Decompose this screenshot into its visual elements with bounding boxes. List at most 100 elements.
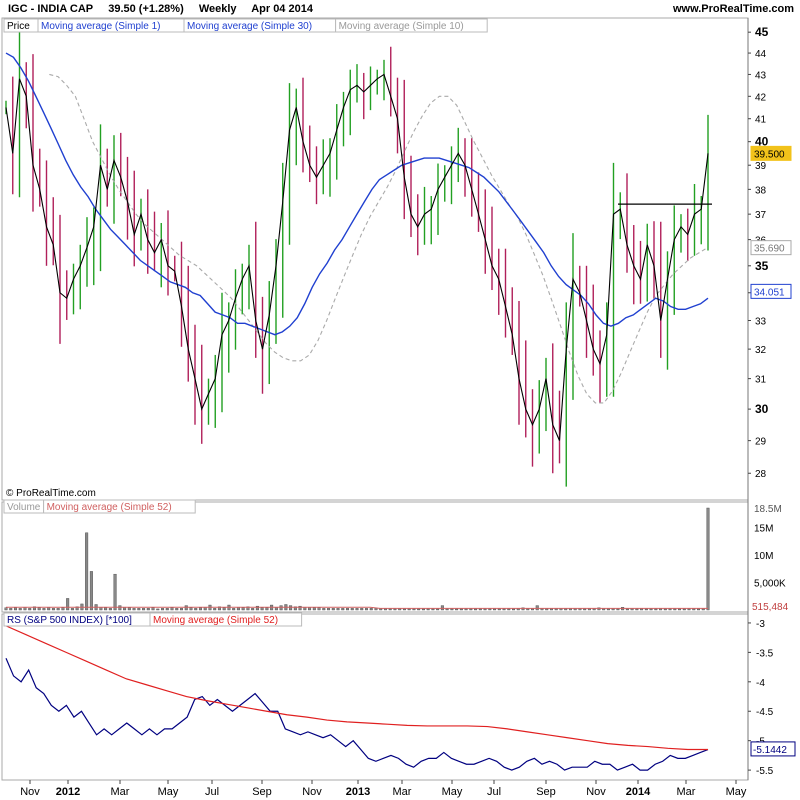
x-tick-label: Jul: [487, 786, 501, 798]
price-legend-item: Moving average (Simple 1): [41, 21, 161, 32]
ma10-badge: 35.690: [754, 244, 785, 255]
volume-bar: [678, 608, 682, 611]
rs-tick-label: -4.5: [756, 707, 774, 718]
volume-bar: [350, 608, 354, 611]
volume-bar: [459, 608, 463, 611]
price-tick-label: 38: [755, 185, 767, 196]
rs-tick-label: -5.5: [756, 766, 774, 777]
volume-bar: [170, 607, 174, 611]
volume-bar: [179, 608, 183, 611]
price-tick-label: 30: [755, 402, 769, 416]
volume-bar: [478, 608, 482, 611]
price-tick-label: 37: [755, 210, 767, 221]
x-tick-label: Mar: [111, 786, 130, 798]
price-tick-label: 44: [755, 49, 767, 60]
rs-tick-label: -3: [756, 619, 765, 630]
volume-bar: [412, 608, 416, 611]
price-tick-label: 29: [755, 437, 767, 448]
ma1-line: [5, 73, 709, 441]
x-tick-label: Nov: [20, 786, 40, 798]
symbol-label[interactable]: IGC - INDIA CAP: [8, 3, 94, 15]
volume-bar: [663, 608, 667, 611]
volume-bar: [18, 608, 22, 611]
price-tick-label: 45: [755, 25, 769, 39]
price-tick-label: 41: [755, 115, 767, 126]
panel-frame-2: [1, 613, 749, 781]
ma30-line: [5, 52, 709, 336]
volume-bar: [327, 608, 331, 611]
volume-bar: [606, 608, 610, 611]
volume-bar: [697, 608, 701, 611]
volume-bar: [132, 608, 136, 611]
rs-badge: -5.1442: [753, 745, 787, 756]
date-label: Apr 04 2014: [251, 3, 313, 15]
price-legend-item: Moving average (Simple 30): [187, 21, 312, 32]
price-tick-label: 33: [755, 317, 767, 328]
rs-legend-item: Moving average (Simple 52): [153, 615, 278, 626]
ma10-badge-box: [750, 240, 792, 256]
volume-bar: [293, 606, 297, 611]
volume-bar: [118, 605, 122, 611]
volume-bar: [222, 607, 226, 611]
volume-legend-box: [43, 499, 196, 514]
volume-bar: [175, 608, 179, 611]
x-tick-label: Nov: [302, 786, 322, 798]
volume-bar: [583, 608, 587, 611]
volume-bar: [644, 608, 648, 611]
volume-bar: [246, 606, 250, 611]
volume-bar: [137, 608, 141, 611]
x-tick-label: Mar: [677, 786, 696, 798]
volume-bar: [108, 608, 112, 611]
volume-bar: [426, 608, 430, 611]
volume-bar: [407, 608, 411, 611]
volume-bar: [232, 608, 236, 611]
volume-bar: [13, 607, 17, 611]
chart-header: IGC - INDIA CAP 39.50 (+1.28%) Weekly Ap…: [0, 0, 800, 18]
volume-tick-label: 10M: [754, 551, 773, 562]
chart-marks: [4, 31, 712, 771]
x-tick-label: 2013: [346, 786, 370, 798]
x-tick-label: Sep: [252, 786, 272, 798]
x-tick-label: Nov: [586, 786, 606, 798]
volume-bar: [625, 608, 629, 611]
volume-tick-label: 18.5M: [754, 504, 782, 515]
axes: 282930313233343536373839404142434445Nov2…: [3, 18, 796, 798]
volume-bar: [161, 608, 165, 611]
volume-bar: [502, 608, 506, 611]
price-legend-item: Price: [7, 21, 30, 32]
volume-bar: [440, 605, 444, 611]
volume-bar: [75, 606, 79, 611]
volume-bar: [146, 608, 150, 611]
volume-bar: [194, 608, 198, 611]
volume-legend-item: Volume: [7, 502, 41, 513]
volume-bar: [89, 571, 93, 611]
volume-bar: [649, 608, 653, 611]
volume-bar: [213, 608, 217, 611]
volume-bar: [521, 607, 525, 611]
volume-bar: [654, 608, 658, 611]
volume-bar: [37, 607, 41, 611]
volume-bar: [336, 608, 340, 611]
volume-bar: [687, 608, 691, 611]
volume-bar: [165, 608, 169, 611]
volume-bar: [251, 608, 255, 611]
period-label[interactable]: Weekly: [198, 3, 237, 15]
rs-tick-label: -4: [756, 678, 765, 689]
volume-bar: [70, 608, 74, 611]
volume-bar: [497, 608, 501, 611]
x-tick-label: Jul: [205, 786, 219, 798]
volume-bar: [56, 608, 60, 611]
volume-bar: [142, 608, 146, 611]
x-tick-label: Sep: [536, 786, 556, 798]
volume-bar: [436, 608, 440, 611]
volume-bar: [673, 608, 677, 611]
rs-ma-line: [5, 625, 708, 751]
site-label[interactable]: www.ProRealTime.com: [672, 3, 794, 15]
price-tick-label: 40: [755, 135, 769, 149]
volume-bar: [260, 607, 264, 611]
volume-bar: [635, 608, 639, 611]
panel-frame-0: [1, 17, 749, 501]
volume-bar: [360, 608, 364, 611]
volume-bar: [355, 608, 359, 611]
last-price-badge: 39.500: [754, 149, 785, 160]
